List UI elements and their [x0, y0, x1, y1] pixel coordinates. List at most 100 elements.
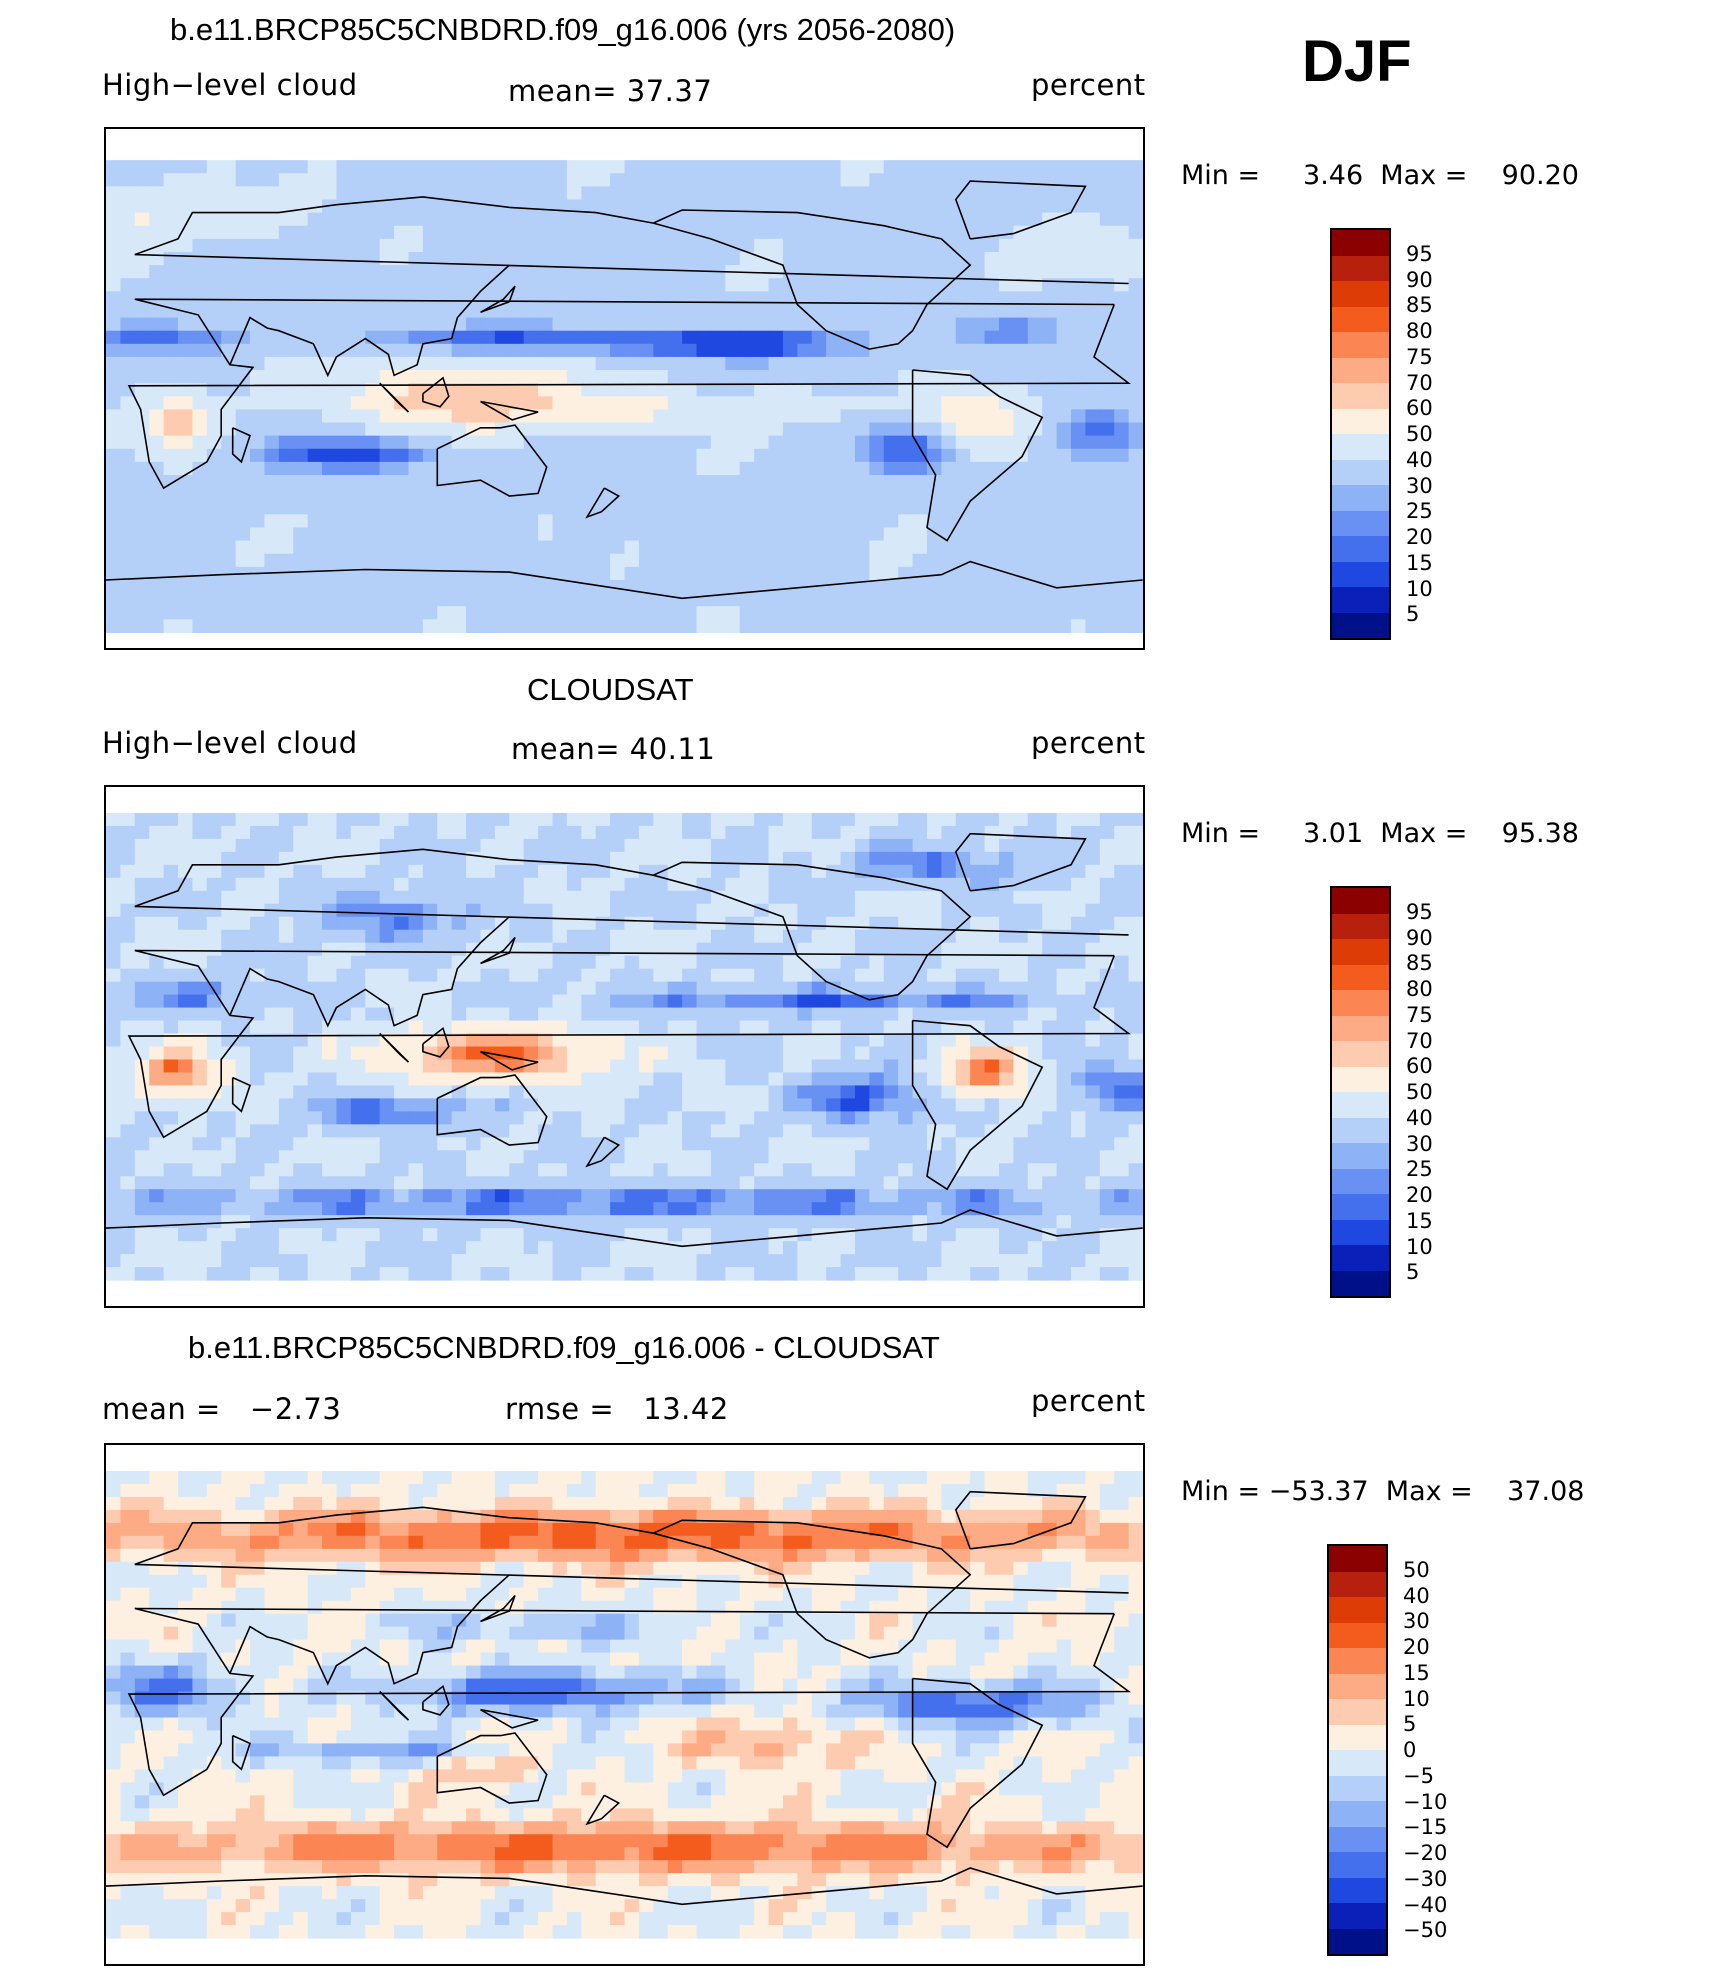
map-cell	[422, 566, 438, 581]
map-cell	[1085, 225, 1101, 240]
map-cell	[163, 1072, 179, 1087]
map-cell	[912, 1020, 928, 1035]
map-cell	[739, 864, 755, 879]
map-cell	[1070, 579, 1086, 594]
map-cell	[451, 514, 467, 529]
map-cell	[1056, 527, 1072, 542]
map-cell	[624, 566, 640, 581]
map-cell	[451, 929, 467, 944]
map-cell	[1013, 396, 1029, 411]
map-cell	[523, 238, 539, 253]
map-cell	[840, 356, 856, 371]
map-cell	[826, 838, 842, 853]
map-cell	[192, 251, 208, 266]
map-cell	[768, 553, 784, 568]
map-cell	[696, 1007, 712, 1022]
map-cell	[854, 1150, 870, 1164]
map-cell	[826, 356, 842, 371]
map-cell	[898, 1046, 914, 1061]
map-cell	[365, 955, 381, 970]
map-cell	[653, 409, 669, 424]
map-cell	[581, 383, 597, 397]
map-cell	[336, 877, 352, 892]
map-cell	[120, 265, 136, 279]
map-cell	[336, 238, 352, 253]
map-cell	[365, 1202, 381, 1216]
map-cell	[883, 330, 899, 345]
map-cell	[926, 1189, 942, 1203]
map-cell	[408, 566, 424, 581]
map-cell	[322, 212, 338, 227]
map-cell	[869, 475, 885, 489]
map-cell	[408, 851, 424, 866]
map-cell	[149, 396, 165, 411]
map-cell	[264, 488, 280, 502]
map-cell	[293, 619, 309, 634]
map-cell	[869, 212, 885, 227]
map-cell	[1070, 1124, 1086, 1138]
map-cell	[365, 825, 381, 840]
map-cell	[1070, 396, 1086, 411]
map-cell	[826, 942, 842, 957]
map-cell	[466, 929, 482, 944]
map-cell	[1128, 527, 1143, 542]
map-cell	[134, 593, 150, 607]
map-cell	[307, 1033, 323, 1048]
map-cell	[394, 265, 410, 279]
map-cell	[797, 1202, 813, 1216]
map-cell	[840, 553, 856, 568]
map-cell	[912, 825, 928, 840]
map-cell	[926, 812, 942, 827]
map-cell	[1056, 199, 1072, 214]
map-cell	[1056, 422, 1072, 437]
map-cell	[1099, 251, 1115, 266]
map-cell	[739, 396, 755, 411]
map-cell	[178, 278, 194, 292]
map-cell	[1056, 955, 1072, 970]
map-cell	[1042, 619, 1058, 634]
map-cell	[811, 553, 827, 568]
map-cell	[480, 199, 496, 214]
map-cell	[710, 186, 726, 201]
map-cell	[970, 1215, 986, 1229]
map-cell	[926, 409, 942, 424]
map-cell	[1056, 291, 1072, 306]
map-cell	[307, 540, 323, 555]
map-cell	[178, 330, 194, 345]
map-cell	[552, 994, 568, 1009]
map-cell	[581, 890, 597, 905]
map-cell	[941, 330, 957, 345]
map-cell	[710, 409, 726, 424]
map-cell	[509, 1189, 525, 1203]
map-cell	[552, 566, 568, 581]
map-cell	[811, 1124, 827, 1138]
map-cell	[235, 343, 251, 358]
map-cell	[883, 1176, 899, 1190]
map-cell	[667, 409, 683, 424]
map-cell	[1056, 1202, 1072, 1216]
map-cell	[163, 566, 179, 581]
map-cell	[1042, 838, 1058, 853]
map-cell	[509, 903, 525, 918]
map-cell	[235, 994, 251, 1009]
map-cell	[1042, 1007, 1058, 1022]
map-cell	[192, 409, 208, 424]
map-cell	[970, 968, 986, 983]
map-cell	[581, 317, 597, 332]
map-cell	[538, 238, 554, 253]
map-cell	[869, 1176, 885, 1190]
map-cell	[710, 225, 726, 240]
map-cell	[437, 566, 453, 581]
map-cell	[509, 317, 525, 332]
map-cell	[250, 619, 266, 634]
map-cell	[638, 903, 654, 918]
map-cell	[811, 265, 827, 279]
map-cell	[149, 877, 165, 892]
map-cell	[667, 1189, 683, 1203]
map-cell	[869, 370, 885, 384]
map-cell	[1056, 278, 1072, 292]
map-cell	[782, 396, 798, 411]
colorbar-swatch	[1332, 408, 1389, 434]
map-cell	[912, 422, 928, 437]
map-cell	[811, 1085, 827, 1099]
